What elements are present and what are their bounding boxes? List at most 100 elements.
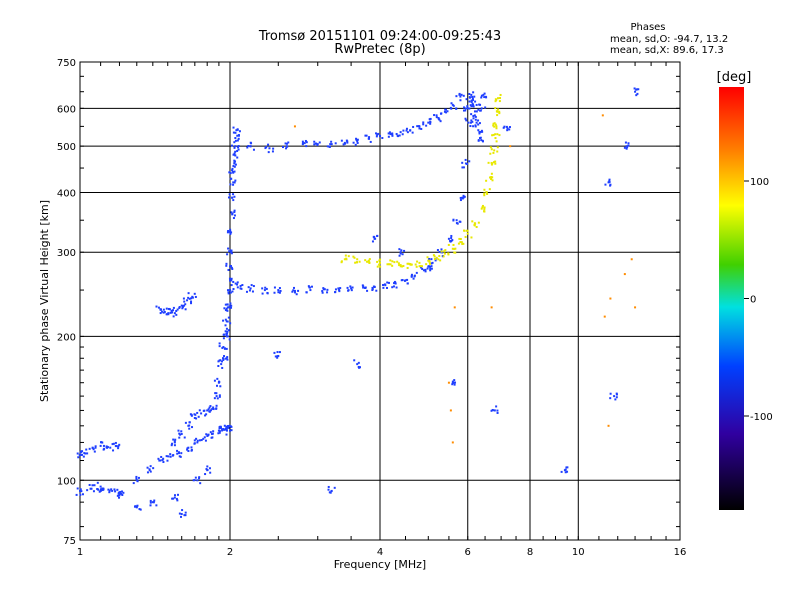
data-point	[232, 199, 235, 202]
data-point	[494, 162, 497, 165]
data-point	[162, 311, 165, 314]
data-point	[78, 454, 81, 457]
data-point	[469, 121, 472, 124]
data-point	[356, 138, 359, 141]
data-point	[321, 291, 324, 294]
data-point	[159, 312, 162, 315]
data-point	[268, 147, 271, 150]
data-point	[176, 308, 179, 311]
data-point	[372, 285, 375, 288]
data-point	[161, 458, 164, 461]
data-point	[466, 162, 469, 165]
data-point	[413, 275, 416, 278]
data-point	[470, 93, 473, 96]
data-point	[227, 247, 230, 250]
data-point	[293, 289, 296, 292]
data-point	[480, 139, 483, 142]
data-point	[100, 441, 103, 444]
data-point	[429, 269, 432, 272]
data-point	[265, 146, 268, 149]
data-point	[447, 381, 450, 384]
data-point	[233, 152, 236, 155]
y-axis: 75 100 200 300 400 500 600 750	[57, 58, 76, 547]
data-point	[230, 277, 233, 280]
data-point	[392, 285, 395, 288]
data-point	[473, 223, 476, 226]
data-point	[198, 439, 201, 442]
data-point	[462, 166, 465, 169]
data-point	[221, 429, 224, 432]
data-point	[470, 100, 473, 103]
data-point	[330, 140, 333, 143]
data-point	[489, 146, 492, 149]
data-point	[338, 289, 341, 292]
data-point	[506, 127, 509, 130]
data-point	[608, 178, 611, 181]
y-axis-label: Stationary phase Virtual Height [km]	[38, 200, 51, 402]
data-point	[462, 109, 465, 112]
data-point	[205, 468, 208, 471]
data-point	[371, 286, 374, 289]
data-point	[399, 131, 402, 134]
data-point	[178, 432, 181, 435]
data-point	[279, 289, 282, 292]
data-point	[329, 143, 332, 146]
data-point	[227, 229, 230, 232]
data-point	[603, 315, 606, 318]
data-point	[117, 491, 120, 494]
data-point	[153, 499, 156, 502]
data-point	[187, 450, 190, 453]
data-point	[175, 310, 178, 313]
data-point	[273, 291, 276, 294]
data-point	[249, 287, 252, 290]
data-point	[418, 127, 421, 130]
data-point	[109, 446, 112, 449]
data-point	[508, 128, 511, 131]
data-point	[236, 283, 239, 286]
data-point	[355, 261, 358, 264]
y-tick-label: 200	[57, 332, 76, 343]
data-point	[468, 160, 471, 163]
data-point	[369, 140, 372, 143]
data-point	[374, 237, 377, 240]
data-point	[276, 355, 279, 358]
data-point	[346, 141, 349, 144]
data-point	[398, 134, 401, 137]
data-point	[455, 222, 458, 225]
data-point	[91, 484, 94, 487]
data-point	[225, 347, 228, 350]
data-point	[506, 129, 509, 132]
data-point	[149, 470, 152, 473]
data-point	[453, 379, 456, 382]
data-point	[498, 100, 501, 103]
data-point	[634, 90, 637, 93]
data-point	[100, 488, 103, 491]
data-point	[453, 248, 456, 251]
data-point	[278, 291, 281, 294]
colorbar-tick-label: 100	[750, 177, 769, 188]
data-point	[223, 428, 226, 431]
data-point	[231, 290, 234, 293]
data-point	[169, 455, 172, 458]
colorbar-tick-label: -100	[750, 412, 773, 423]
data-point	[464, 235, 467, 238]
data-point	[222, 319, 225, 322]
data-point	[304, 139, 307, 142]
data-point	[134, 505, 137, 508]
data-point	[566, 466, 569, 469]
y-tick-label: 300	[57, 248, 76, 259]
data-point	[206, 469, 209, 472]
data-point	[322, 287, 325, 290]
chart-title: Tromsø 20151101 09:24:00-09:25:43	[258, 29, 501, 44]
data-point	[226, 303, 229, 306]
data-point	[442, 255, 445, 258]
data-point	[635, 94, 638, 97]
data-point	[409, 129, 412, 132]
data-point	[222, 357, 225, 360]
data-point	[471, 120, 474, 123]
data-point	[177, 451, 180, 454]
data-point	[196, 479, 199, 482]
data-point	[624, 141, 627, 144]
data-point	[428, 260, 431, 263]
data-point	[224, 309, 227, 312]
